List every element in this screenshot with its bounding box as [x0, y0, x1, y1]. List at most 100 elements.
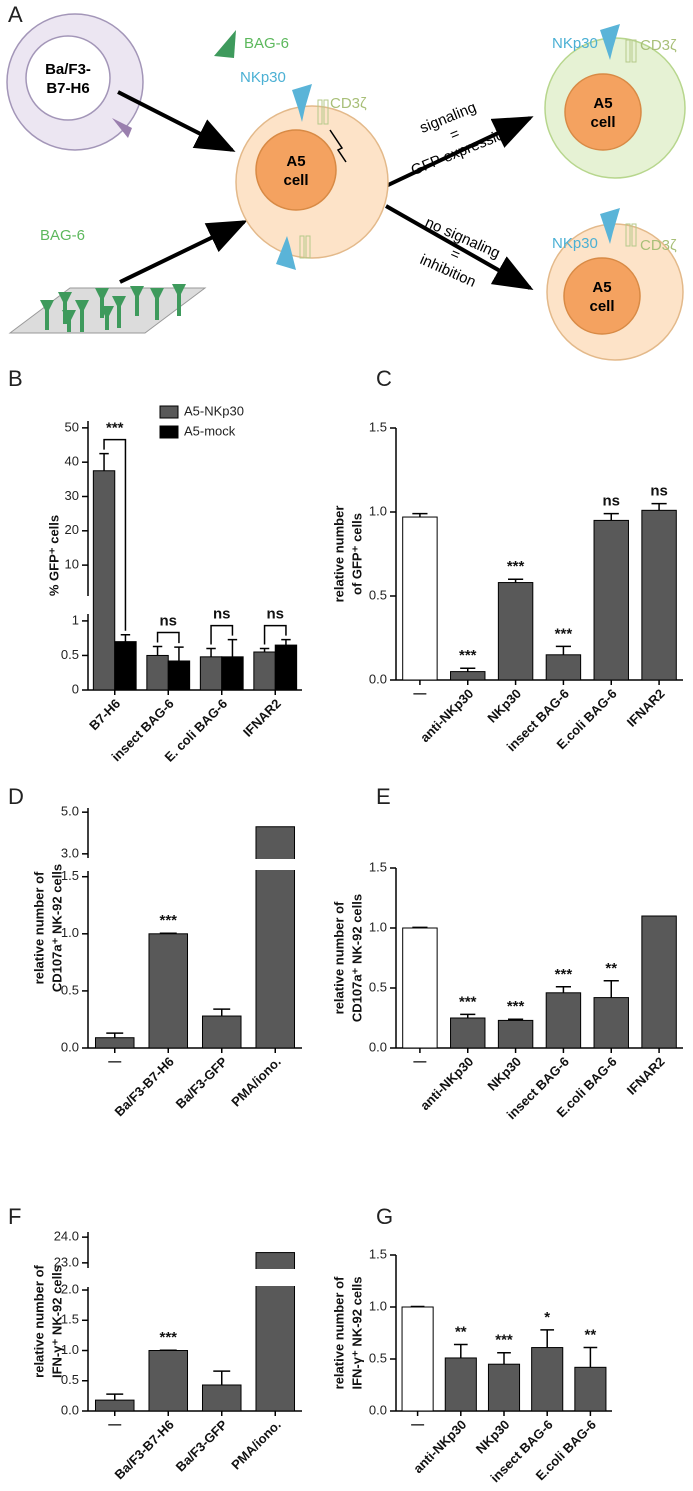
cd3z [305, 235, 311, 259]
panel-letter: D [8, 784, 24, 809]
error-bar [412, 926, 428, 929]
bar [450, 671, 486, 681]
error-bar [259, 647, 270, 652]
bar [402, 927, 438, 1049]
x-tick-label: — [108, 1416, 121, 1431]
x-tick-label: IFNAR2 [624, 1054, 668, 1098]
significance-label: ** [455, 1323, 467, 1340]
y-tick-label: 1.0 [61, 925, 79, 940]
y-tick-label: 0.0 [61, 1039, 79, 1054]
nkp30-receptor [600, 208, 620, 244]
x-tick-label: IFNAR2 [240, 696, 284, 740]
bar [94, 1399, 135, 1412]
x-tick-label: NKp30 [484, 1054, 524, 1094]
error-bar [583, 1346, 598, 1368]
chart: C 0.0 0.5 1.0 1.5 relative number of GFP⁺ cell… [331, 366, 683, 754]
x-tick-label: Ba/F3-GFP [173, 1054, 231, 1112]
label: = [448, 245, 463, 264]
y-tick-label: 0 [72, 681, 79, 696]
y-tick-label: 50 [65, 419, 79, 434]
error-bar [453, 1343, 468, 1358]
significance-label: *** [159, 912, 177, 929]
error-bar [99, 452, 109, 471]
y-tick-label: 23.0 [54, 1254, 79, 1269]
significance-bracket [103, 438, 127, 631]
bar [201, 1015, 242, 1049]
legend-swatch [159, 425, 179, 439]
x-tick-label: Ba/F3-B7-H6 [112, 1417, 177, 1482]
bag6-coat [40, 284, 186, 332]
y-tick-label: 1.0 [61, 1342, 79, 1357]
legend-label: A5-mock [184, 423, 236, 438]
label: NKp30 [552, 35, 598, 52]
panel-letter: C [376, 366, 392, 391]
x-tick-label: — [413, 685, 426, 700]
bar [402, 516, 438, 681]
significance-bracket [210, 624, 234, 645]
bar [167, 660, 191, 691]
y-axis-label: CD107a⁺ NK-92 cells [49, 864, 64, 992]
bar [201, 1384, 242, 1412]
y-tick-label: 24.0 [54, 1229, 79, 1244]
significance-label: ns [650, 483, 668, 500]
chart: E 0.0 0.5 1.0 1.5 relative number of CD107a⁺ N… [331, 784, 683, 1122]
x-tick-label: NKp30 [484, 686, 524, 726]
bag6 [214, 30, 236, 58]
label: NKp30 [240, 69, 286, 86]
bar [497, 582, 534, 681]
error-bar [106, 1393, 124, 1401]
significance-label: *** [507, 558, 525, 575]
significance-label: ** [605, 960, 617, 977]
x-tick-label: — [108, 1053, 121, 1068]
y-tick-label: 0.5 [61, 1372, 79, 1387]
significance-label: *** [555, 625, 573, 642]
y-tick-label: 0.0 [61, 1402, 79, 1417]
a5-nucleus [564, 73, 642, 151]
panel-letter: G [376, 1204, 393, 1229]
nkp30-receptor [292, 84, 312, 122]
x-tick-label: NKp30 [473, 1417, 513, 1457]
y-axis-label: % GFP⁺ cells [46, 515, 61, 596]
label: BAG-6 [40, 227, 85, 244]
bar [545, 992, 582, 1049]
y-axis-label: CD107a⁺ NK-92 cells [349, 894, 364, 1022]
y-tick-label: 2.0 [61, 1281, 79, 1296]
cell-label: A5 [286, 153, 305, 170]
y-tick-label: 1.5 [369, 859, 387, 874]
error-bar [206, 647, 216, 657]
error-bar [410, 1305, 425, 1308]
significance-label: ** [585, 1327, 597, 1344]
y-tick-label: 1.5 [61, 1312, 79, 1327]
y-axis-label: IFN-γ⁺ NK-92 cells [349, 1276, 364, 1389]
signal [329, 129, 347, 163]
cd3z [631, 39, 637, 63]
error-bar [508, 578, 524, 583]
chart: D 0.0 0.5 1.0 1.5 3.0 5.0 relative number of CD1… [8, 784, 304, 1119]
y-tick-label: 0.0 [369, 671, 387, 686]
significance-label: *** [507, 998, 525, 1015]
error-bar [555, 986, 571, 993]
error-bar [603, 980, 619, 998]
significance-label: ns [602, 493, 620, 510]
label: CD3ζ [330, 95, 367, 112]
y-tick-label: 0.5 [369, 1350, 387, 1365]
significance-label: *** [459, 647, 477, 664]
significance-label: * [544, 1309, 550, 1326]
bar [545, 654, 582, 681]
error-bar [213, 1370, 231, 1385]
cell-label: A5 [592, 279, 611, 296]
bar [401, 1306, 434, 1412]
panel-letter: B [8, 366, 23, 391]
y-tick-label: 1.0 [369, 1298, 387, 1313]
bar [593, 997, 629, 1049]
error-bar [651, 502, 667, 511]
bar [148, 1350, 189, 1412]
y-axis-label: relative number of [31, 1264, 46, 1377]
significance-label: ns [266, 606, 284, 623]
a5-nucleus [255, 129, 337, 211]
cd3z [631, 223, 637, 247]
panel-letter: F [8, 1204, 21, 1229]
y-tick-label: 1.0 [369, 919, 387, 934]
cell-label: B7-H6 [46, 80, 89, 97]
baf3-nucleus [25, 35, 111, 121]
